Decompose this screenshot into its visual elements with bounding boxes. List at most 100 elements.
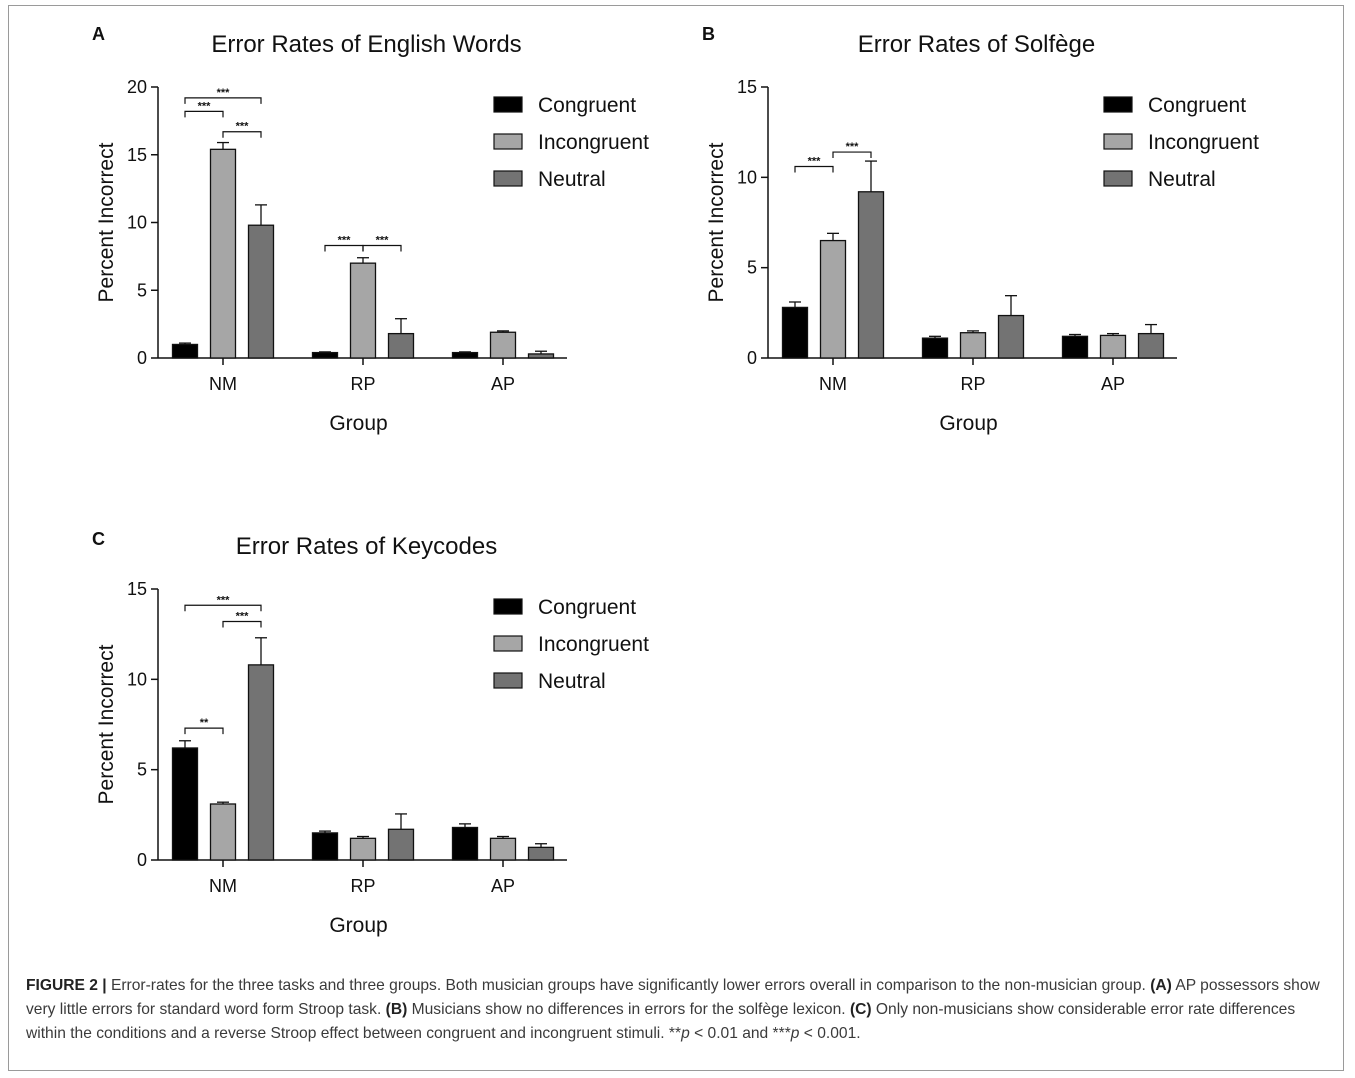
caption-part-c-label: (C) [849, 1001, 872, 1018]
caption-part-a-text: AP possessors show very little errors fo… [26, 977, 1320, 1018]
panel-a-x-tick-label-ap: AP [491, 374, 515, 394]
panel-b-legend-swatch-incongruent [1103, 133, 1133, 150]
panel-b-bar-nm-incongruent [819, 239, 847, 359]
panel-a-legend-label-congruent: Congruent [538, 94, 636, 117]
panel-c-bar-nm-congruent [171, 747, 199, 861]
panel-c-x-axis-label: Group [329, 914, 387, 937]
panel-c-sig-bracket-2 [184, 727, 224, 735]
panel-c-title: Error Rates of Keycodes [236, 533, 497, 560]
panel-a-bar-ap-neutral [527, 353, 555, 359]
panel-a-y-tick-label: 10 [127, 213, 147, 233]
panel-c-y-tick-label: 10 [127, 669, 147, 689]
caption-p-threshold-2: < 0.001. [799, 1025, 861, 1042]
panel-b-bar-ap-neutral [1137, 332, 1165, 359]
chart-panel-b: B Error Rates of Solfège 0 5 10 15 NM RP AP Group… [702, 24, 1259, 435]
panel-c-y-axis-label: Percent Incorrect [95, 644, 118, 804]
panel-b-legend-label-neutral: Neutral [1148, 168, 1216, 191]
panel-a-x-tick-label-nm: NM [209, 374, 237, 394]
panel-c-legend-swatch-congruent [493, 598, 523, 615]
panel-c-x-tick-label-nm: NM [209, 876, 237, 896]
figure-frame [8, 5, 1344, 1071]
panel-c-legend-label-incongruent: Incongruent [538, 633, 649, 656]
panel-a-sig-label-2: *** [236, 121, 250, 133]
panel-a-bar-rp-congruent [311, 351, 339, 359]
panel-a-sig-label-4: *** [376, 235, 390, 247]
panel-b-bar-nm-neutral [857, 191, 885, 359]
panel-a-y-axis-label: Percent Incorrect [95, 142, 118, 302]
panel-b-sig-label-1: *** [846, 141, 860, 153]
panel-c-y-tick-label: 15 [127, 579, 147, 599]
panel-b-legend-label-congruent: Congruent [1148, 94, 1246, 117]
caption-intro: Error-rates for the three tasks and thre… [106, 977, 1151, 994]
panel-c-bar-ap-neutral [527, 846, 555, 861]
panel-b-bar-ap-congruent [1061, 335, 1089, 359]
panel-a-bar-nm-congruent [171, 343, 199, 359]
figure-charts: A Error Rates of English Words 0 5 10 15 20 NM R… [92, 24, 1259, 937]
panel-b-legend-swatch-congruent [1103, 96, 1133, 113]
panel-c-legend-swatch-neutral [493, 672, 523, 689]
panel-a-bar-ap-congruent [451, 351, 479, 359]
chart-panel-a: A Error Rates of English Words 0 5 10 15 20 NM R… [92, 24, 649, 435]
panel-a-legend-swatch-congruent [493, 96, 523, 113]
panel-c-sig-label-2: ** [200, 717, 209, 729]
panel-c-legend-label-congruent: Congruent [538, 596, 636, 619]
chart-panel-c: C Error Rates of Keycodes 0 5 10 15 NM RP AP Grou… [92, 529, 649, 937]
panel-b-y-tick-label: 10 [737, 167, 757, 187]
panel-a-sig-label-1: *** [198, 100, 212, 112]
panel-b-x-axis-label: Group [939, 412, 997, 435]
panel-c-bar-ap-incongruent [489, 837, 517, 861]
panel-b-y-tick-label: 5 [747, 258, 757, 278]
panel-c-x-tick-label-rp: RP [350, 876, 375, 896]
panel-a-y-tick-label: 5 [137, 280, 147, 300]
caption-part-b-label: (B) [385, 1001, 408, 1018]
panel-b-letter: B [702, 24, 715, 44]
caption-part-b-text: Musicians show no differences in errors … [407, 1001, 850, 1018]
panel-b-y-tick-label: 15 [737, 77, 757, 97]
panel-a-bar-nm-neutral [247, 224, 275, 359]
panel-c-legend-swatch-incongruent [493, 635, 523, 652]
panel-c-letter: C [92, 529, 105, 549]
panel-b-bar-rp-congruent [921, 337, 949, 359]
panel-b-bar-nm-congruent [781, 306, 809, 359]
panel-a-bar-ap-incongruent [489, 331, 517, 359]
panel-c-x-tick-label-ap: AP [491, 876, 515, 896]
panel-b-legend-swatch-neutral [1103, 170, 1133, 187]
panel-b-x-tick-label-ap: AP [1101, 374, 1125, 394]
panel-a-letter: A [92, 24, 105, 44]
caption-part-a-label: (A) [1150, 977, 1172, 994]
figure-caption: FIGURE 2 | Error-rates for the three tas… [26, 974, 1332, 1046]
panel-a-x-tick-label-rp: RP [350, 374, 375, 394]
panel-a-legend-swatch-neutral [493, 170, 523, 187]
panel-b-bar-rp-neutral [997, 314, 1025, 359]
panel-a-sig-bracket-2 [222, 131, 262, 138]
panel-b-title: Error Rates of Solfège [858, 31, 1095, 58]
caption-label: FIGURE 2 | [26, 977, 107, 994]
panel-b-sig-bracket-1 [832, 151, 872, 159]
panel-a-sig-label-3: *** [338, 235, 352, 247]
panel-a-x-axis-label: Group [329, 412, 387, 435]
panel-c-sig-label-1: *** [236, 611, 250, 623]
panel-c-bar-ap-congruent [451, 826, 479, 861]
panel-a-bar-rp-incongruent [349, 262, 377, 359]
panel-a-sig-label-0: *** [217, 87, 231, 99]
panel-c-y-tick-label: 0 [137, 850, 147, 870]
panel-b-x-tick-label-rp: RP [960, 374, 985, 394]
panel-a-y-tick-label: 15 [127, 145, 147, 165]
panel-c-legend-label-neutral: Neutral [538, 670, 606, 693]
panel-c-y-tick-label: 5 [137, 760, 147, 780]
caption-p-symbol-2: p [790, 1025, 800, 1042]
panel-c-bar-rp-congruent [311, 832, 339, 861]
caption-p-threshold-1: < 0.01 and *** [689, 1025, 791, 1042]
panel-c-bar-nm-incongruent [209, 803, 237, 861]
panel-a-y-tick-label: 0 [137, 348, 147, 368]
panel-a-title: Error Rates of English Words [211, 31, 521, 58]
caption-p-symbol-1: p [681, 1025, 690, 1042]
panel-b-bar-ap-incongruent [1099, 334, 1127, 359]
panel-b-legend-label-incongruent: Incongruent [1148, 131, 1259, 154]
panel-c-bar-rp-neutral [387, 828, 415, 861]
panel-b-sig-bracket-0 [794, 165, 834, 173]
panel-a-sig-bracket-4 [362, 244, 402, 252]
panel-a-sig-bracket-0 [184, 97, 262, 104]
panel-a-legend-label-neutral: Neutral [538, 168, 606, 191]
panel-a-bar-rp-neutral [387, 332, 415, 359]
